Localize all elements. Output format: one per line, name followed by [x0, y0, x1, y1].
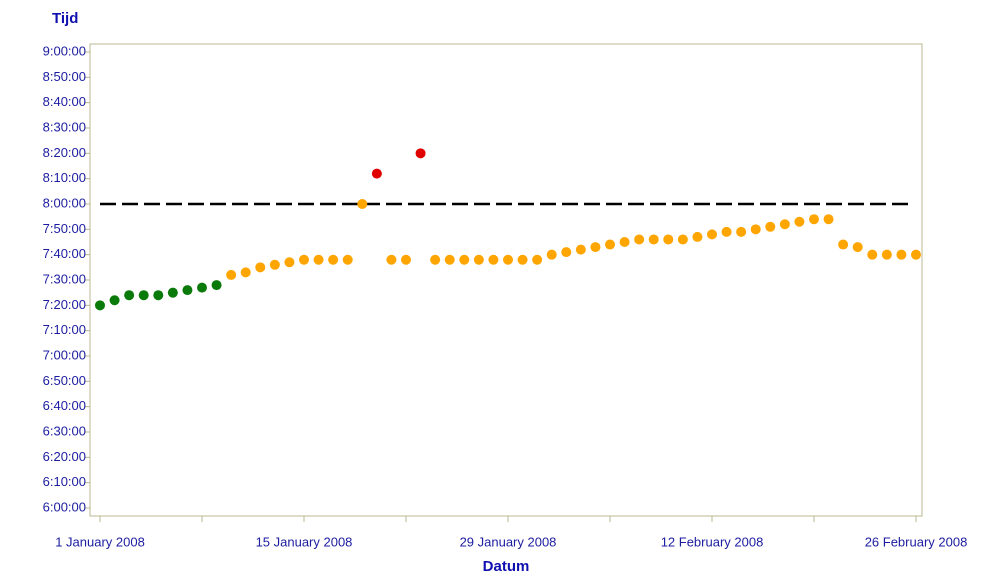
point — [488, 254, 499, 265]
point — [430, 254, 441, 265]
point — [240, 267, 251, 278]
point — [590, 242, 601, 253]
point — [561, 247, 572, 258]
point — [371, 168, 382, 179]
point — [328, 254, 339, 265]
y-tick-label: 6:20:00 — [43, 449, 86, 464]
point — [313, 254, 324, 265]
point — [109, 295, 120, 306]
point — [648, 234, 659, 245]
point — [503, 254, 513, 265]
point — [415, 148, 426, 159]
y-tick-label: 6:30:00 — [43, 423, 86, 438]
point — [459, 254, 470, 265]
y-tick-label: 7:30:00 — [43, 271, 86, 286]
x-tick-label: 1 January 2008 — [55, 534, 145, 549]
y-tick-label: 6:00:00 — [43, 499, 86, 514]
point — [546, 249, 557, 260]
point — [95, 300, 105, 311]
y-tick-label: 6:10:00 — [43, 474, 86, 489]
point — [779, 219, 790, 230]
x-tick-label: 29 January 2008 — [460, 534, 557, 549]
y-tick-label: 6:50:00 — [43, 373, 86, 388]
point — [255, 262, 266, 273]
point — [153, 290, 164, 301]
y-tick-label: 6:40:00 — [43, 398, 86, 413]
point — [605, 239, 615, 250]
point — [852, 242, 863, 253]
point — [634, 234, 645, 245]
point — [881, 249, 892, 260]
point — [677, 234, 688, 245]
y-tick-label: 9:00:00 — [43, 43, 86, 58]
point — [619, 237, 630, 247]
point — [444, 254, 455, 265]
point — [794, 216, 805, 227]
y-tick-label: 8:00:00 — [43, 195, 86, 210]
point — [138, 290, 149, 301]
point — [299, 254, 309, 265]
y-tick-label: 8:40:00 — [43, 94, 86, 109]
point — [663, 234, 674, 245]
point — [692, 231, 703, 242]
point — [867, 249, 878, 260]
point — [226, 269, 237, 280]
y-axis-title: Tijd — [52, 10, 78, 27]
y-tick-label: 8:50:00 — [43, 69, 86, 84]
point — [284, 257, 295, 268]
y-tick-label: 7:40:00 — [43, 246, 86, 261]
point — [838, 239, 849, 250]
plot-frame — [89, 43, 923, 517]
point — [750, 224, 761, 235]
point — [211, 280, 222, 291]
point — [357, 199, 368, 209]
point — [124, 290, 135, 301]
point — [736, 226, 747, 237]
point — [911, 249, 921, 260]
y-tick-label: 8:10:00 — [43, 170, 86, 185]
x-tick-label: 15 January 2008 — [256, 534, 353, 549]
point — [342, 254, 353, 265]
y-tick-label: 7:50:00 — [43, 221, 86, 236]
point — [896, 249, 907, 260]
x-axis-title: Datum — [483, 558, 530, 575]
y-tick-label: 7:10:00 — [43, 322, 86, 337]
point — [707, 229, 717, 240]
point — [401, 254, 411, 265]
y-tick-label: 8:30:00 — [43, 119, 86, 134]
y-tick-label: 7:20:00 — [43, 297, 86, 312]
point — [532, 254, 543, 265]
point — [721, 226, 732, 237]
point — [823, 214, 834, 225]
y-tick-label: 7:00:00 — [43, 347, 86, 362]
point — [765, 221, 776, 232]
point — [182, 285, 193, 296]
point — [167, 287, 178, 298]
point — [269, 259, 280, 270]
point — [473, 254, 484, 265]
point — [809, 214, 819, 225]
y-tick-label: 8:20:00 — [43, 145, 86, 160]
point — [386, 254, 397, 265]
x-tick-label: 12 February 2008 — [661, 534, 764, 549]
point — [197, 282, 207, 293]
point — [575, 244, 586, 255]
x-tick-label: 26 February 2008 — [865, 534, 968, 549]
point — [517, 254, 528, 265]
